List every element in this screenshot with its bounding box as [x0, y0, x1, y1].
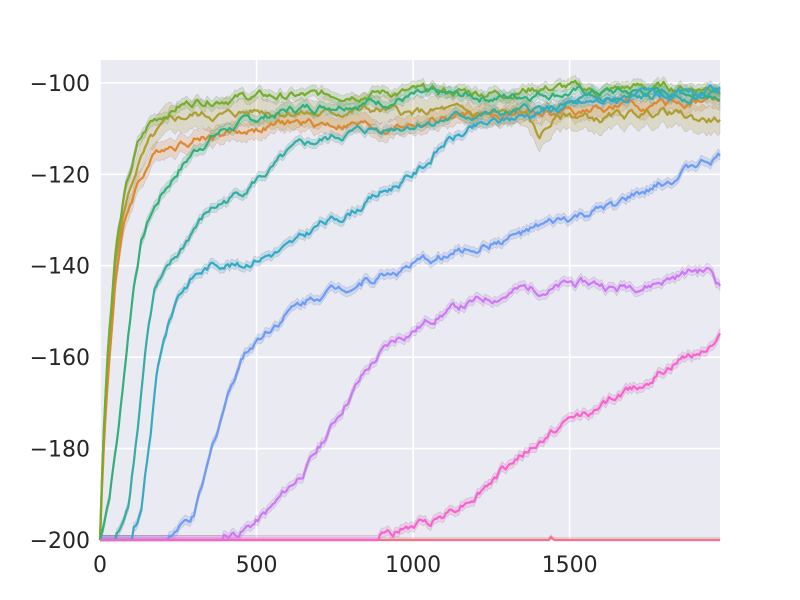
series-line	[100, 84, 721, 542]
y-tick-label: −160	[30, 346, 90, 371]
series-band	[99, 80, 721, 541]
y-tick-label: −140	[30, 255, 90, 280]
series-line	[98, 94, 721, 541]
grid	[99, 60, 720, 541]
y-axis-ticks: −200 −180 −160 −140 −120 −100	[30, 72, 90, 554]
series-band	[99, 89, 721, 541]
series-lines	[98, 79, 721, 542]
y-tick-label: −180	[30, 438, 90, 463]
series-band	[99, 148, 721, 541]
series-line	[98, 102, 721, 541]
y-tick-label: −200	[30, 529, 90, 554]
series-line	[98, 79, 721, 541]
x-axis-ticks: 0 500 1000 1500	[93, 553, 598, 578]
y-tick-label: −120	[30, 163, 90, 188]
series-line	[100, 152, 721, 542]
x-tick-label: 0	[93, 553, 107, 578]
series-band	[99, 83, 721, 541]
x-tick-label: 500	[236, 553, 278, 578]
plot-area-background	[100, 60, 720, 540]
x-tick-label: 1500	[542, 553, 598, 578]
series-line	[98, 85, 721, 541]
series-band	[99, 263, 721, 541]
series-line	[100, 332, 721, 542]
series-line	[100, 87, 721, 542]
y-tick-label: −100	[30, 72, 90, 97]
x-tick-label: 1000	[385, 553, 441, 578]
